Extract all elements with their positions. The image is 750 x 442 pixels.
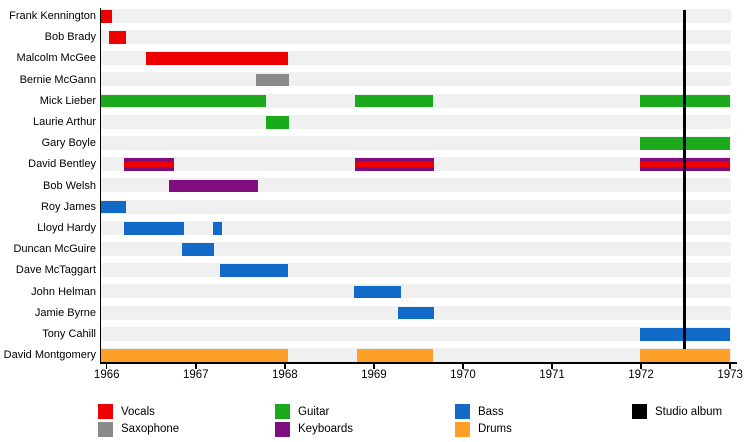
bar-segment-vocals [145, 52, 289, 65]
legend-label: Guitar [298, 405, 330, 418]
member-label: Mick Lieber [39, 94, 96, 107]
x-axis-tick [195, 362, 197, 369]
legend-item-bass: Bass [455, 403, 632, 421]
legend-item-vocals: Vocals [98, 403, 275, 421]
x-axis-tick-label: 1972 [628, 369, 654, 381]
member-label: Dave McTaggart [15, 264, 96, 277]
member-track [100, 136, 731, 150]
member-track [100, 114, 731, 129]
x-axis-tick [729, 362, 731, 369]
x-axis-tick-label: 1966 [93, 369, 120, 381]
bar-segment-saxophone [256, 73, 290, 87]
member-label: Bob Brady [44, 31, 96, 44]
x-axis-tick-label: 1973 [717, 369, 743, 381]
member-track [100, 72, 731, 87]
bar-segment-bass [354, 285, 401, 299]
legend-swatch-drums [455, 421, 470, 437]
x-axis-tick-label: 1971 [539, 369, 565, 381]
member-label: Malcolm McGee [16, 52, 96, 65]
member-label: Lloyd Hardy [37, 222, 96, 234]
bar-segment-guitar [266, 116, 290, 129]
legend-item-drums: Drums [455, 421, 632, 439]
bar-segment-drums [100, 349, 289, 362]
legend: Vocals Saxophone Guitar Keyboards Bass Drums S… [98, 403, 722, 438]
studio-album-line [683, 10, 686, 349]
member-label: David Montgomery [3, 349, 96, 362]
x-axis-tick [284, 362, 286, 369]
member-label: Roy James [40, 200, 96, 213]
x-axis-tick [105, 362, 108, 369]
bar-segment-bass [219, 264, 289, 277]
x-axis-tick [462, 362, 464, 369]
bar-segment-keyboards-vocals [355, 158, 435, 171]
x-axis-tick [373, 362, 375, 369]
member-track [100, 242, 731, 256]
member-label: Tony Cahill [42, 328, 96, 340]
legend-swatch-studio_album [632, 404, 647, 420]
legend-swatch-guitar [275, 404, 290, 420]
bar-segment-vocals [109, 31, 127, 44]
legend-label: Drums [478, 423, 512, 436]
member-label: David Bentley [28, 158, 96, 171]
bar-segment-bass [397, 306, 434, 320]
legend-swatch-saxophone [98, 421, 113, 437]
member-track [100, 263, 731, 278]
legend-item-studio_album: Studio album [632, 403, 722, 421]
legend-swatch-bass [455, 404, 470, 420]
member-track [100, 8, 731, 23]
member-track [100, 284, 731, 299]
bar-segment-vocals [100, 10, 113, 23]
member-label: John Helman [31, 285, 96, 298]
legend-item-guitar: Guitar [275, 403, 455, 421]
member-label: Jamie Byrne [34, 306, 96, 319]
legend-label: Bass [478, 405, 504, 418]
legend-item-saxophone: Saxophone [98, 421, 275, 439]
bar-segment-bass [123, 222, 185, 235]
member-label: Gary Boyle [41, 137, 96, 150]
x-axis-tick-label: 1967 [182, 369, 209, 381]
x-axis [99, 362, 737, 364]
bar-segment-guitar [355, 94, 433, 108]
legend-swatch-keyboards [275, 421, 290, 437]
x-axis-tick-label: 1968 [272, 369, 298, 381]
x-axis-tick [640, 362, 642, 369]
x-axis-tick-label: 1970 [450, 369, 476, 381]
bar-segment-guitar [100, 94, 267, 108]
bar-segment-keyboards [169, 179, 259, 193]
member-label: Laurie Arthur [33, 116, 96, 128]
bar-segment-drums [356, 349, 433, 362]
member-label: Bob Welsh [43, 179, 96, 192]
legend-item-keyboards: Keyboards [275, 421, 455, 439]
bar-segment-bass [100, 200, 127, 214]
member-label: Duncan McGuire [13, 243, 96, 256]
legend-label: Vocals [121, 405, 155, 418]
bar-segment-bass [182, 243, 215, 256]
bar-segment-bass [212, 222, 222, 235]
member-track [100, 326, 731, 341]
bar-segment-drums [640, 349, 731, 362]
member-track [100, 199, 731, 214]
member-track [100, 30, 731, 44]
legend-label: Studio album [655, 405, 723, 418]
legend-swatch-vocals [98, 404, 113, 420]
x-axis-tick [551, 362, 553, 369]
x-axis-tick-label: 1969 [361, 369, 387, 381]
legend-label: Saxophone [121, 423, 180, 436]
y-axis [99, 8, 101, 363]
member-track [100, 178, 731, 193]
member-label: Bernie McGann [19, 73, 96, 86]
member-label: Frank Kennington [9, 10, 96, 22]
legend-label: Keyboards [298, 423, 353, 436]
bar-segment-keyboards-vocals [123, 158, 175, 171]
member-track [100, 220, 731, 235]
